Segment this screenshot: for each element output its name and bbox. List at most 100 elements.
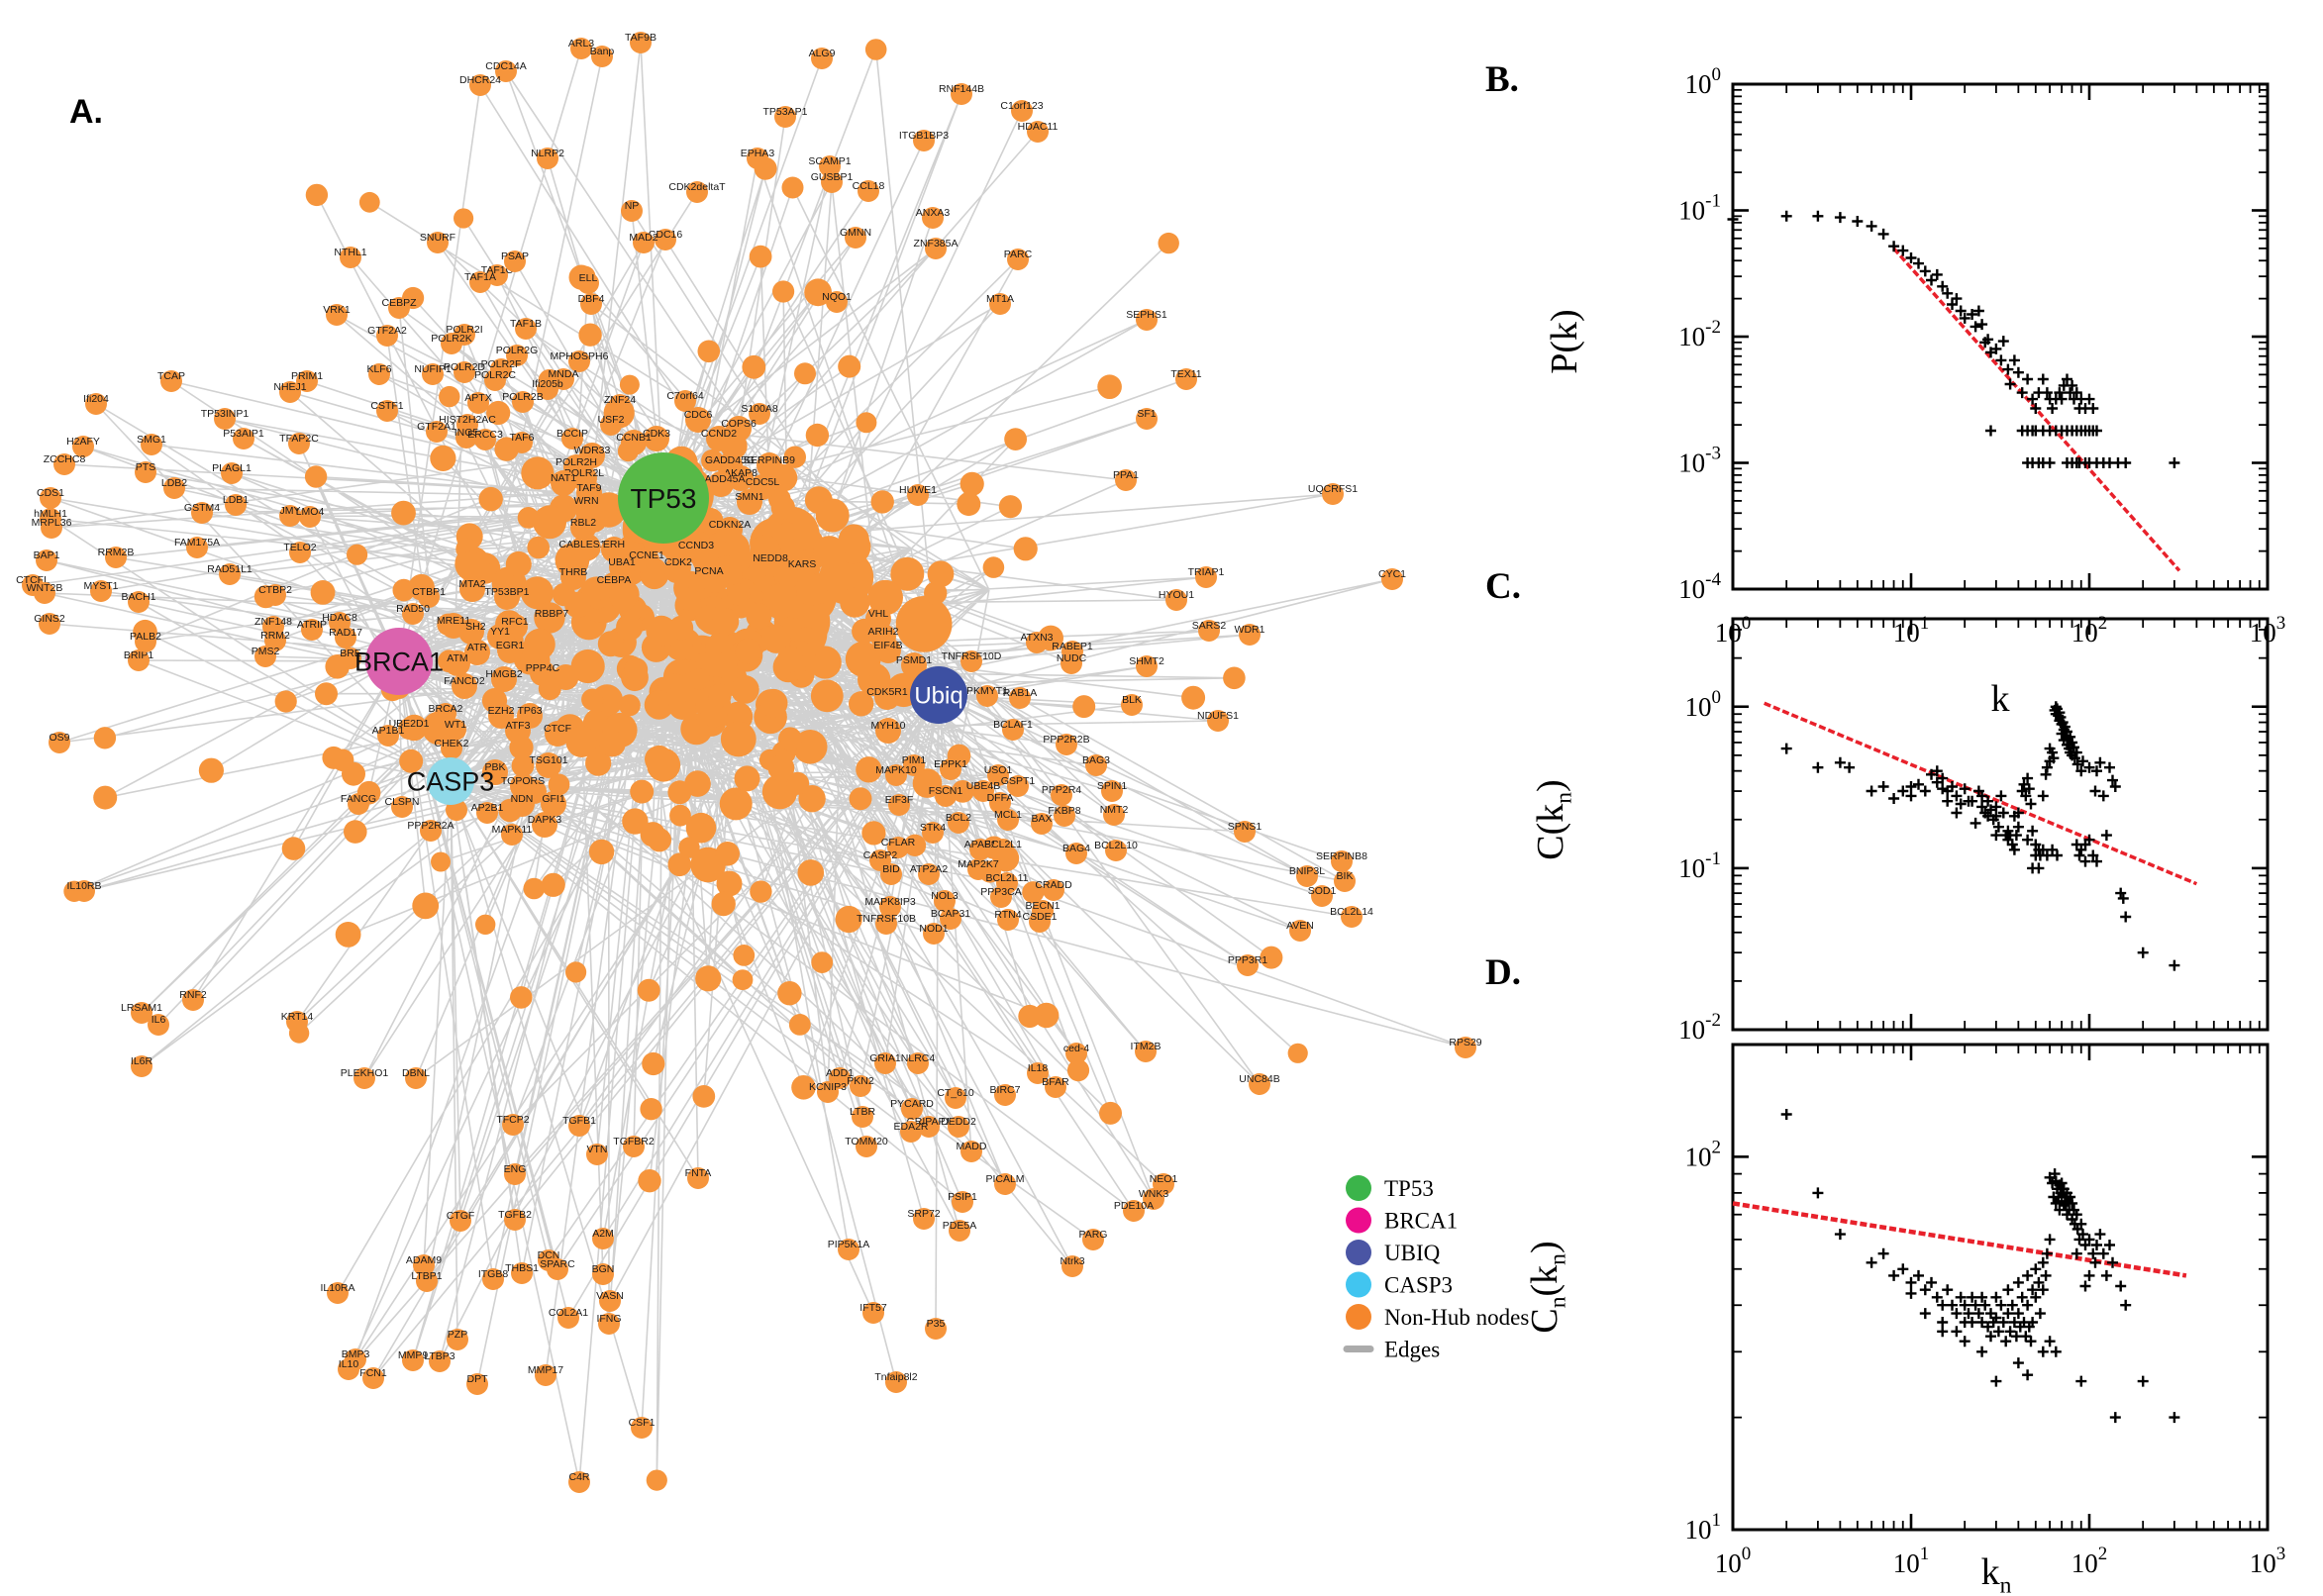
network-node	[624, 657, 649, 682]
network-node	[778, 727, 802, 751]
network-node	[994, 1084, 1016, 1106]
network-node	[949, 1220, 970, 1242]
network-node	[692, 1085, 716, 1108]
network-node	[960, 1141, 982, 1162]
network-node	[972, 780, 994, 802]
network-node-label: MYH10	[870, 720, 905, 732]
network-node-label: NEDD8	[753, 552, 788, 564]
network-node	[1004, 428, 1027, 450]
network-node	[422, 363, 444, 385]
network-node	[541, 872, 565, 897]
network-node	[296, 370, 318, 392]
network-node	[560, 564, 586, 590]
network-node-label: SPNS1	[1228, 821, 1262, 833]
network-node	[399, 748, 424, 773]
hub-label-CASP3: CASP3	[407, 766, 495, 796]
network-node-label: DHCR24	[459, 74, 501, 86]
network-node-label: CEBPZ	[381, 297, 417, 309]
network-node	[105, 547, 127, 568]
network-node	[708, 683, 732, 708]
network-node	[315, 682, 338, 706]
network-node	[1207, 710, 1229, 732]
network-node	[733, 945, 756, 966]
network-node	[1061, 1255, 1083, 1277]
network-node-label: NUDC	[1057, 652, 1087, 664]
network-node	[469, 74, 491, 96]
network-node	[592, 1263, 614, 1285]
network-node-label: SCAMP1	[808, 155, 851, 167]
network-node	[901, 652, 927, 678]
network-node-label: NLRC4	[901, 1052, 936, 1064]
network-node	[391, 500, 416, 526]
network-node-label: POLR2H	[556, 456, 597, 468]
network-node	[982, 556, 1005, 578]
network-node-label: CT_610	[937, 1087, 974, 1099]
network-node-label: ZNF148	[254, 616, 292, 628]
network-node	[742, 354, 766, 379]
network-node-label: PPP3CA	[980, 886, 1021, 898]
network-node	[523, 877, 546, 900]
network-node	[505, 718, 531, 744]
network-node	[1136, 408, 1158, 430]
network-node	[570, 648, 605, 684]
network-node	[476, 802, 498, 824]
network-node-label: POLR2I	[446, 324, 482, 336]
network-node	[459, 576, 485, 602]
network-node-label: AVEN	[1286, 920, 1314, 932]
network-node-label: IL10RA	[320, 1282, 354, 1294]
network-node-label: USF2	[598, 414, 625, 426]
network-node	[1051, 784, 1072, 806]
hub-label-TP53: TP53	[631, 483, 697, 514]
network-node	[344, 820, 367, 844]
network-node	[804, 278, 832, 307]
network-node	[989, 293, 1011, 315]
network-node	[734, 765, 760, 792]
network-node	[708, 471, 734, 497]
network-node	[539, 606, 564, 632]
network-node-label: RTN4	[994, 909, 1021, 921]
network-node	[128, 591, 150, 613]
network-node-label: CSF1	[629, 1417, 656, 1429]
network-node-label: CTBP1	[412, 586, 446, 598]
network-node	[935, 785, 957, 807]
network-node-label: VASN	[596, 1290, 624, 1302]
network-node	[757, 452, 782, 478]
network-node	[1296, 865, 1318, 887]
network-node	[1065, 1043, 1087, 1064]
network-node	[405, 1067, 427, 1089]
network-node	[669, 804, 691, 827]
network-node	[182, 989, 204, 1011]
hub-node-BRCA1	[365, 628, 433, 695]
network-node-label: Ifi205b	[532, 378, 563, 390]
network-node	[940, 758, 961, 780]
legend-swatch-TP53	[1346, 1175, 1371, 1201]
network-node-label: C4R	[568, 1471, 589, 1483]
network-node-label: ING5	[454, 427, 479, 439]
network-node-label: BRCA2	[428, 703, 462, 715]
network-node	[264, 630, 286, 651]
plot-frame	[1731, 1043, 2270, 1532]
plot-panel-b: 100 101 102 103 10-4 10-3 10-2 10-1 100 P(k) k	[1544, 64, 2285, 720]
network-node-label: RNF2	[179, 989, 207, 1001]
network-node	[1165, 589, 1187, 611]
network-node	[515, 318, 537, 340]
network-node-label: CCNB1	[616, 432, 652, 444]
network-node	[811, 951, 834, 973]
network-node-label: GADD45A	[696, 473, 745, 485]
network-node	[732, 969, 754, 990]
network-node-label: DBNL	[402, 1067, 430, 1079]
network-node-label: CCND2	[701, 428, 737, 440]
network-node-label: TP53INP1	[201, 408, 250, 420]
network-node-label: CDK2deltaT	[668, 181, 726, 193]
network-node	[402, 603, 424, 625]
network-node	[850, 1075, 871, 1097]
network-node-label: FAM175A	[174, 537, 220, 549]
network-node	[696, 563, 722, 589]
network-node-label: SF1	[1137, 408, 1156, 420]
network-node-label: RNF144B	[939, 83, 984, 95]
network-node	[913, 130, 935, 151]
network-node	[997, 809, 1019, 831]
network-node-label: NDN	[511, 793, 534, 805]
network-node	[502, 1114, 524, 1136]
network-node	[1143, 1188, 1164, 1210]
